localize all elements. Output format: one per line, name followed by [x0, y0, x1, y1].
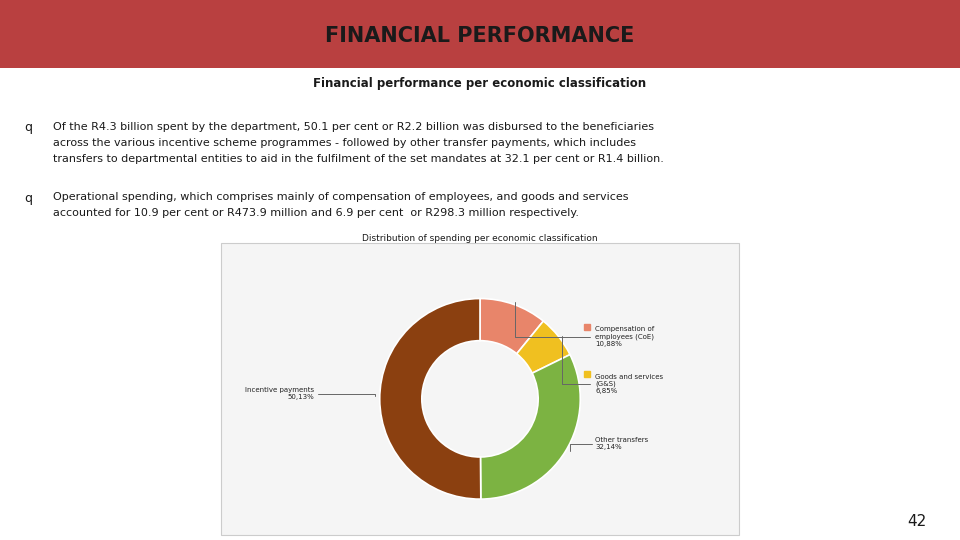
Text: Other transfers
32,14%: Other transfers 32,14%: [569, 437, 649, 451]
Text: across the various incentive scheme programmes - followed by other transfer paym: across the various incentive scheme prog…: [53, 138, 636, 148]
Text: FINANCIAL PERFORMANCE: FINANCIAL PERFORMANCE: [325, 25, 635, 46]
Title: Distribution of spending per economic classification: Distribution of spending per economic cl…: [362, 234, 598, 244]
Text: Goods and services
(G&S)
6,85%: Goods and services (G&S) 6,85%: [563, 336, 663, 394]
Wedge shape: [480, 355, 580, 499]
Text: q: q: [24, 122, 32, 134]
Text: Financial performance per economic classification: Financial performance per economic class…: [313, 77, 647, 90]
Text: Of the R4.3 billion spent by the department, 50.1 per cent or R2.2 billion was d: Of the R4.3 billion spent by the departm…: [53, 122, 654, 132]
Text: Compensation of
employees (CoE)
10,88%: Compensation of employees (CoE) 10,88%: [516, 302, 655, 347]
Text: Operational spending, which comprises mainly of compensation of employees, and g: Operational spending, which comprises ma…: [53, 192, 628, 202]
Text: 42: 42: [907, 514, 926, 529]
Text: transfers to departmental entities to aid in the fulfilment of the set mandates : transfers to departmental entities to ai…: [53, 154, 663, 164]
Text: Incentive payments
50,13%: Incentive payments 50,13%: [246, 387, 374, 400]
Wedge shape: [480, 299, 543, 354]
Wedge shape: [380, 299, 481, 499]
Text: accounted for 10.9 per cent or R473.9 million and 6.9 per cent  or R298.3 millio: accounted for 10.9 per cent or R473.9 mi…: [53, 208, 579, 218]
Text: q: q: [24, 192, 32, 205]
Wedge shape: [516, 321, 570, 373]
